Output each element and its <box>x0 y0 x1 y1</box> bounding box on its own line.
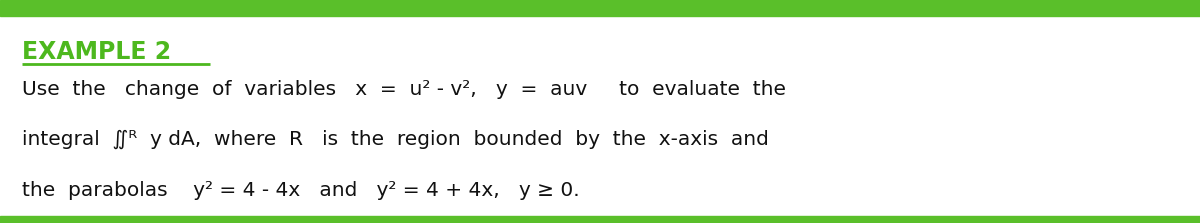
Text: the  parabolas    y² = 4 - 4x   and   y² = 4 + 4x,   y ≥ 0.: the parabolas y² = 4 - 4x and y² = 4 + 4… <box>22 181 580 200</box>
Bar <box>0 216 1200 223</box>
Text: Use  the   change  of  variables   x  =  u² - v²,   y  =  auv     to  evaluate  : Use the change of variables x = u² - v²,… <box>22 80 786 99</box>
Text: EXAMPLE 2: EXAMPLE 2 <box>22 40 170 64</box>
Bar <box>0 0 1200 16</box>
Text: integral  ∬ᴿ  y dA,  where  R   is  the  region  bounded  by  the  x-axis  and: integral ∬ᴿ y dA, where R is the region … <box>22 130 768 149</box>
